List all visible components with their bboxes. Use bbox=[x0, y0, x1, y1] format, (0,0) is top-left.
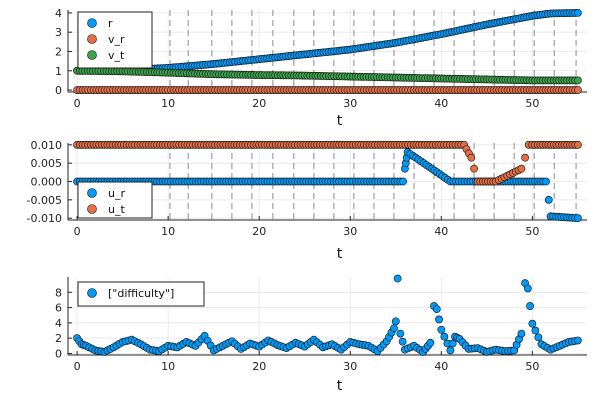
legend-label: u_r bbox=[108, 187, 125, 200]
x-tick-label: 10 bbox=[161, 97, 175, 110]
data-point bbox=[391, 317, 400, 326]
data-point bbox=[523, 284, 532, 293]
legend-marker bbox=[87, 18, 97, 28]
data-point bbox=[573, 76, 582, 85]
data-point bbox=[531, 326, 540, 335]
data-point bbox=[528, 319, 537, 328]
legend-marker bbox=[87, 34, 97, 44]
legend-box bbox=[77, 281, 205, 307]
y-tick-label: 3 bbox=[55, 26, 62, 39]
series-1 bbox=[73, 274, 582, 356]
data-point bbox=[526, 302, 534, 310]
data-point bbox=[467, 153, 476, 162]
x-tick-label: 0 bbox=[74, 97, 81, 110]
x-tick-label: 30 bbox=[343, 225, 357, 238]
y-tick-label: 0.010 bbox=[31, 139, 63, 152]
data-point bbox=[393, 274, 402, 283]
data-point bbox=[398, 337, 407, 346]
subplot-2: 0 10 20 30 40 50 -0.010 -0.005 0.000 0.005 0.010 t u… bbox=[27, 139, 587, 262]
legend-marker bbox=[87, 188, 97, 198]
data-point bbox=[573, 336, 582, 345]
x-tick-label: 20 bbox=[252, 225, 266, 238]
data-point bbox=[396, 329, 405, 338]
data-point bbox=[542, 177, 550, 186]
y-tick-label: 2 bbox=[55, 332, 62, 345]
x-axis-title: t bbox=[337, 113, 343, 129]
data-point bbox=[448, 339, 457, 348]
data-point bbox=[432, 305, 441, 314]
x-tick-label: 20 bbox=[252, 97, 266, 110]
legend-label: v_t bbox=[108, 49, 125, 62]
data-point bbox=[573, 86, 582, 94]
series-2 bbox=[73, 86, 582, 94]
x-tick-label: 40 bbox=[434, 97, 448, 110]
legend-marker bbox=[87, 288, 97, 298]
y-tick-label: -0.010 bbox=[27, 212, 62, 225]
x-tick-label: 40 bbox=[434, 360, 448, 373]
y-tick-label: 0 bbox=[55, 347, 62, 360]
data-point bbox=[517, 164, 526, 173]
y-tick-label: 4 bbox=[55, 7, 62, 20]
x-tick-label: 50 bbox=[525, 225, 539, 238]
data-point bbox=[517, 329, 526, 338]
y-tick-label: -0.005 bbox=[27, 194, 62, 207]
x-tick-label: 50 bbox=[525, 360, 539, 373]
data-point bbox=[544, 195, 553, 204]
data-point bbox=[470, 164, 478, 173]
data-point bbox=[534, 333, 543, 342]
x-tick-label: 50 bbox=[525, 97, 539, 110]
y-tick-label: 0.000 bbox=[31, 176, 63, 189]
y-tick-label: 6 bbox=[55, 302, 62, 315]
data-point bbox=[426, 338, 435, 347]
x-tick-label: 10 bbox=[161, 225, 175, 238]
data-point bbox=[573, 140, 582, 149]
data-point bbox=[399, 177, 407, 186]
x-tick-label: 40 bbox=[434, 225, 448, 238]
legend-label: v_r bbox=[108, 33, 125, 46]
data-point bbox=[440, 332, 449, 341]
data-point bbox=[573, 214, 582, 223]
legend-marker bbox=[87, 204, 97, 214]
data-point bbox=[435, 315, 443, 324]
series-3 bbox=[73, 66, 582, 85]
subplot-3: 0 10 20 30 40 50 0 2 4 6 8 t ["difficulty"] bbox=[55, 274, 587, 394]
x-tick-label: 30 bbox=[343, 360, 357, 373]
data-point bbox=[521, 153, 529, 162]
x-tick-label: 0 bbox=[74, 225, 81, 238]
legend: ["difficulty"] bbox=[77, 281, 205, 307]
legend-label: u_t bbox=[108, 203, 125, 216]
x-tick-label: 0 bbox=[74, 360, 81, 373]
x-tick-label: 10 bbox=[161, 360, 175, 373]
y-tick-label: 4 bbox=[55, 317, 62, 330]
x-tick-label: 20 bbox=[252, 360, 266, 373]
data-point bbox=[446, 346, 455, 355]
legend: u_r u_t bbox=[77, 181, 153, 219]
legend: r v_r v_t bbox=[77, 11, 153, 69]
subplot-1: 0 10 20 30 40 50 0 1 2 3 4 t r v_r v_t bbox=[55, 7, 587, 129]
y-tick-label: 0 bbox=[55, 84, 62, 97]
legend-marker bbox=[87, 50, 97, 60]
y-tick-label: 0.005 bbox=[31, 157, 63, 170]
x-axis-title: t bbox=[337, 378, 343, 394]
x-axis-title: t bbox=[337, 246, 343, 262]
y-tick-label: 8 bbox=[55, 286, 62, 299]
x-tick-label: 30 bbox=[343, 97, 357, 110]
legend-label: ["difficulty"] bbox=[108, 287, 174, 300]
data-point bbox=[390, 324, 398, 333]
legend-label: r bbox=[108, 17, 113, 30]
y-tick-label: 2 bbox=[55, 45, 62, 58]
y-tick-label: 1 bbox=[55, 65, 62, 78]
data-point bbox=[573, 8, 582, 17]
series-2 bbox=[73, 140, 582, 186]
data-point bbox=[437, 325, 446, 334]
